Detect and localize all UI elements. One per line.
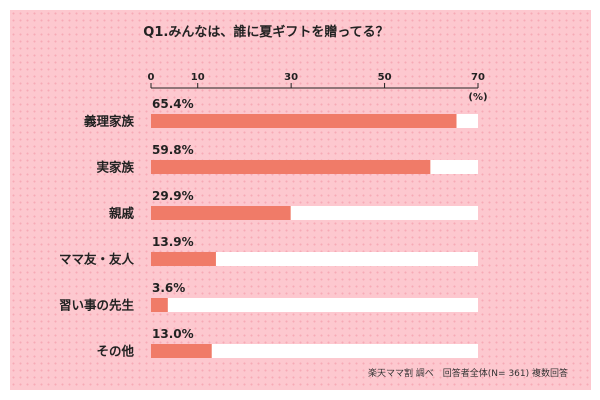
bar <box>151 206 291 220</box>
x-tick-label: 70 <box>471 72 485 83</box>
bar-track <box>151 252 478 266</box>
data-label: 65.4% <box>152 97 194 111</box>
category-label: その他 <box>96 344 134 359</box>
bar-row: 実家族 59.8% <box>96 143 478 175</box>
bar-row: 義理家族 65.4% <box>84 97 478 129</box>
data-label: 13.9% <box>152 235 194 249</box>
x-axis: 0 10 30 50 70 (%) <box>148 72 488 103</box>
data-label: 29.9% <box>152 189 194 203</box>
x-tick-label: 30 <box>284 72 298 83</box>
x-tick-label: 10 <box>191 72 205 83</box>
x-unit-label: (%) <box>468 92 487 103</box>
data-label: 59.8% <box>152 143 194 157</box>
bars-group: 義理家族 65.4% 実家族 59.8% 親戚 29.9% ママ友・友人 13.9% 習い事の先… <box>59 97 478 359</box>
data-label: 3.6% <box>152 281 185 295</box>
x-tick-label: 50 <box>378 72 392 83</box>
bar <box>151 298 168 312</box>
category-label: 実家族 <box>96 160 134 175</box>
category-label: 義理家族 <box>84 114 135 129</box>
category-label: 習い事の先生 <box>59 298 135 313</box>
bar-track <box>151 344 478 358</box>
bar <box>151 160 431 174</box>
bar <box>151 252 216 266</box>
bar-row: ママ友・友人 13.9% <box>59 235 478 267</box>
source-note: 楽天ママ割 調べ 回答者全体(N= 361) 複数回答 <box>368 367 568 379</box>
chart-title: Q1.みんなは、誰に夏ギフトを贈ってる？ <box>143 24 388 40</box>
bar-row: 親戚 29.9% <box>109 189 478 221</box>
bar <box>151 344 212 358</box>
data-label: 13.0% <box>152 327 194 341</box>
bar-track <box>151 298 478 312</box>
chart-card: Q1.みんなは、誰に夏ギフトを贈ってる？ 0 10 30 50 70 (%) 義理家族 65… <box>10 10 591 390</box>
bar-row: 習い事の先生 3.6% <box>59 281 478 313</box>
bar-row: その他 13.0% <box>96 327 478 359</box>
bar <box>151 114 457 128</box>
category-label: ママ友・友人 <box>59 252 135 267</box>
x-tick-label: 0 <box>148 72 155 83</box>
category-label: 親戚 <box>109 206 135 221</box>
bar-chart: Q1.みんなは、誰に夏ギフトを贈ってる？ 0 10 30 50 70 (%) 義理家族 65… <box>59 24 568 379</box>
